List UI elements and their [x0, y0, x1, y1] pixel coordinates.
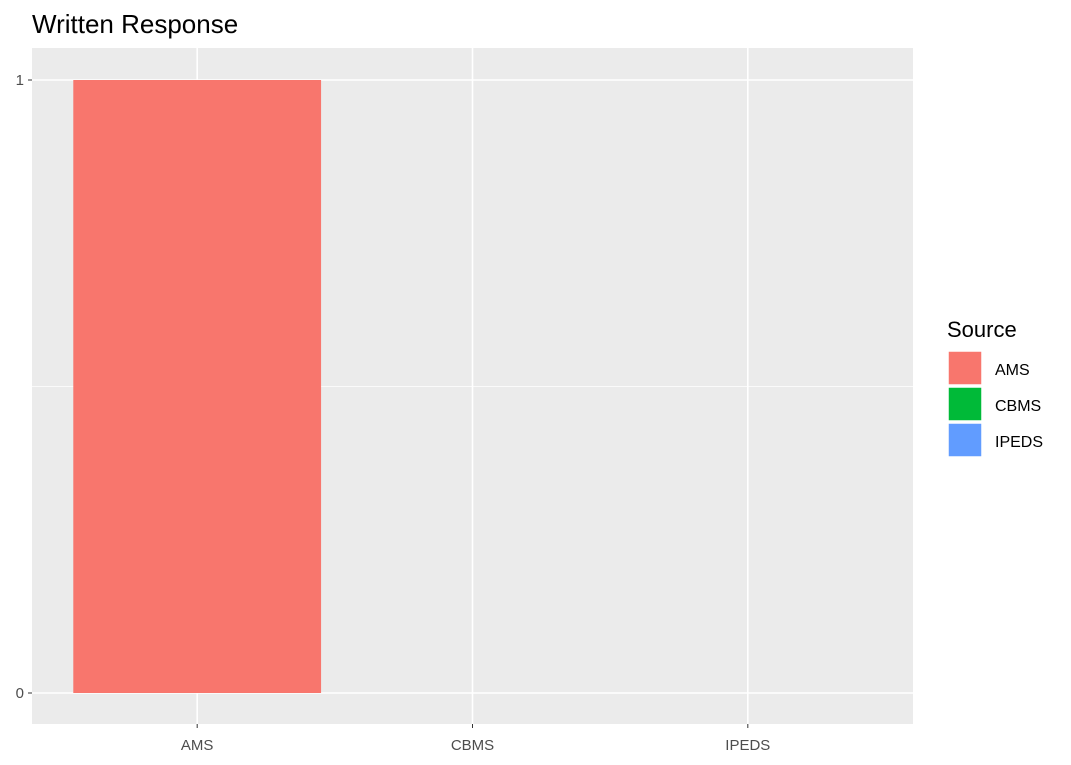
chart-title: Written Response — [32, 9, 238, 39]
y-tick-label: 0 — [16, 685, 24, 702]
x-axis: AMS CBMS IPEDS — [181, 724, 770, 754]
legend-key-ams — [947, 350, 983, 386]
legend-key-ipeds — [947, 422, 983, 458]
legend-key-cbms — [947, 386, 983, 422]
x-tick-label: CBMS — [451, 737, 494, 754]
legend-label: AMS — [995, 362, 1030, 379]
bars — [73, 80, 322, 693]
legend-title: Source — [947, 317, 1017, 342]
legend: Source AMS CBMS IPEDS — [947, 317, 1043, 458]
legend-label: IPEDS — [995, 434, 1043, 451]
y-axis: 01 — [16, 72, 32, 702]
y-tick-label: 1 — [16, 72, 24, 89]
legend-label: CBMS — [995, 398, 1041, 415]
x-tick-label: IPEDS — [725, 737, 770, 754]
bar-ams — [73, 80, 322, 693]
x-tick-label: AMS — [181, 737, 214, 754]
